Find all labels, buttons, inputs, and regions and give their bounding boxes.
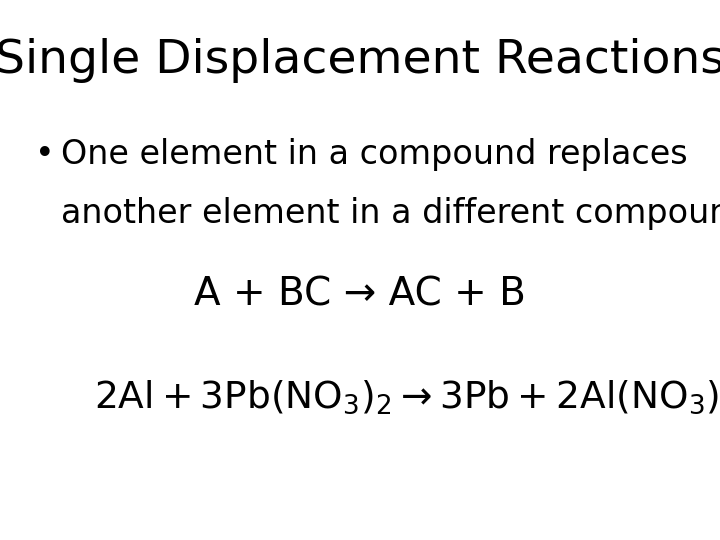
Text: One element in a compound replaces: One element in a compound replaces — [61, 138, 688, 171]
Text: A + BC → AC + B: A + BC → AC + B — [194, 275, 526, 313]
Text: •: • — [35, 138, 54, 171]
Text: Single Displacement Reactions: Single Displacement Reactions — [0, 38, 720, 83]
Text: $\mathsf{2Al + 3Pb(NO_3)_2 \rightarrow 3Pb + 2Al(NO_3)_3}$: $\mathsf{2Al + 3Pb(NO_3)_2 \rightarrow 3… — [94, 378, 720, 416]
Text: another element in a different compound: another element in a different compound — [61, 197, 720, 230]
